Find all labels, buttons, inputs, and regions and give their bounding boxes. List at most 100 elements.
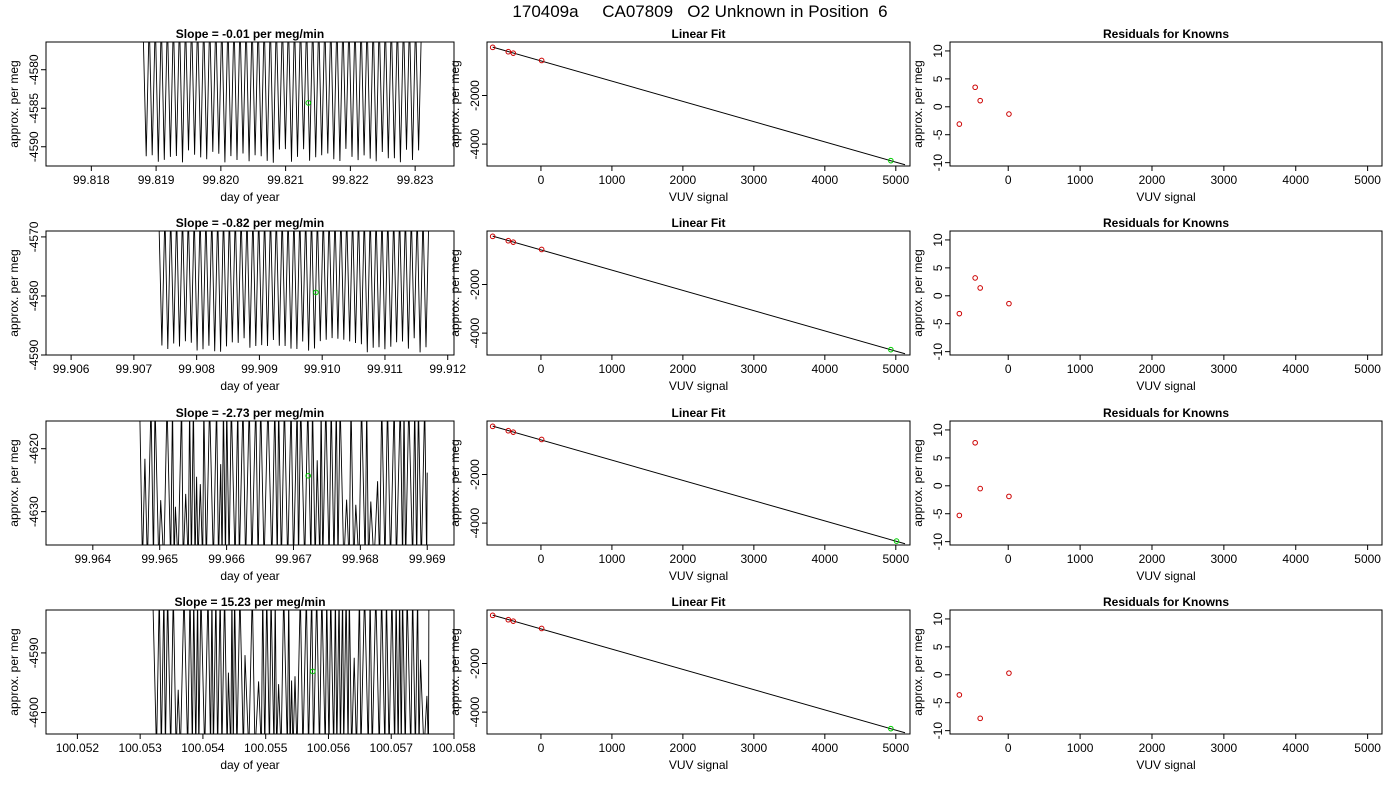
x-tick-label: 100.054	[181, 741, 225, 755]
y-tick-label: -5	[931, 129, 945, 140]
unknown-marker	[309, 668, 316, 675]
residual-point	[977, 285, 983, 291]
x-tick-label: 3000	[741, 552, 768, 566]
x-axis-label: VUV signal	[1136, 758, 1195, 772]
plot-area	[139, 421, 428, 545]
x-tick-label: 99.912	[429, 362, 466, 376]
known-point	[510, 239, 517, 245]
x-tick-label: 99.819	[138, 173, 175, 187]
x-axis-label: day of year	[220, 569, 279, 583]
known-point	[505, 237, 512, 244]
x-axis-label: VUV signal	[669, 190, 728, 204]
unknown-point	[888, 157, 894, 164]
chart-panel: Residuals for Knowns 0 1000 2000 3000 4000 500…	[911, 595, 1383, 772]
y-axis-label: approx. per meg	[448, 628, 462, 715]
fit-line	[492, 235, 906, 355]
chart-panel: Slope = 15.23 per meg/min 100.052 100.053 1…	[7, 595, 476, 772]
x-tick-label: 1000	[1067, 173, 1094, 187]
plot-frame	[949, 41, 1383, 167]
x-tick-label: 4000	[811, 552, 838, 566]
y-tick-label: -2000	[468, 459, 482, 490]
x-tick-label: 0	[538, 173, 545, 187]
x-tick-label: 1000	[599, 362, 626, 376]
x-tick-label: 1000	[1067, 741, 1094, 755]
x-axis-label: day of year	[220, 379, 279, 393]
x-axis-label: VUV signal	[669, 569, 728, 583]
x-tick-label: 2000	[670, 552, 697, 566]
x-tick-label: 99.911	[367, 362, 403, 376]
x-tick-label: 99.823	[397, 173, 434, 187]
unknown-marker	[305, 472, 311, 479]
residual-point	[972, 439, 978, 446]
residual-point	[972, 275, 978, 281]
x-tick-label: 99.908	[178, 362, 215, 376]
y-axis-label: approx. per meg	[911, 628, 925, 715]
x-tick-label: 99.968	[342, 552, 379, 566]
known-point	[538, 436, 545, 443]
y-axis-label: approx. per meg	[911, 439, 925, 526]
panel-title: Slope = -0.82 per meg/min	[176, 216, 324, 230]
x-tick-label: 3000	[1211, 552, 1238, 566]
panel-title: Residuals for Knowns	[1103, 216, 1229, 230]
x-tick-label: 1000	[1067, 362, 1094, 376]
chart-panel: Residuals for Knowns 0 1000 2000 3000 4000 500…	[911, 216, 1383, 393]
residual-point	[1006, 111, 1012, 117]
y-tick-label: -10	[931, 722, 945, 740]
y-axis-label: approx. per meg	[7, 439, 21, 526]
y-axis-label: approx. per meg	[911, 60, 925, 147]
x-axis-label: day of year	[220, 758, 279, 772]
x-tick-label: 4000	[1282, 362, 1309, 376]
x-tick-label: 2000	[1139, 362, 1166, 376]
x-tick-label: 0	[538, 552, 545, 566]
x-tick-label: 3000	[741, 362, 768, 376]
residual-point	[956, 121, 963, 127]
plot-area	[956, 275, 1012, 317]
x-axis-label: VUV signal	[1136, 569, 1195, 583]
y-tick-label: -4580	[27, 54, 41, 85]
y-tick-label: -2000	[468, 80, 482, 111]
y-axis-label: approx. per meg	[448, 249, 462, 336]
y-tick-label: -4600	[27, 697, 41, 728]
x-tick-label: 100.057	[370, 741, 414, 755]
plot-area	[152, 610, 430, 734]
y-tick-label: -4590	[27, 637, 41, 668]
y-tick-label: -2000	[468, 648, 482, 679]
panel-title: Slope = 15.23 per meg/min	[174, 595, 325, 609]
known-point	[489, 44, 496, 51]
y-tick-label: 5	[931, 75, 945, 82]
residual-point	[956, 692, 963, 698]
plot-area	[142, 42, 422, 163]
y-axis-label: approx. per meg	[911, 249, 925, 336]
panel-title: Residuals for Knowns	[1103, 27, 1229, 41]
chart-panel: Residuals for Knowns 0 1000 2000 3000 4000 500…	[911, 406, 1383, 583]
panel-title: Slope = -2.73 per meg/min	[176, 406, 324, 420]
residual-point	[956, 512, 963, 519]
x-tick-label: 99.907	[116, 362, 153, 376]
y-tick-label: -5	[931, 697, 945, 708]
x-tick-label: 2000	[670, 362, 697, 376]
data-trace	[158, 231, 429, 353]
data-trace	[142, 42, 422, 163]
x-tick-label: 99.964	[74, 552, 111, 566]
x-tick-label: 99.910	[304, 362, 341, 376]
known-point	[505, 616, 512, 623]
y-tick-label: 10	[931, 233, 945, 247]
residual-point	[977, 485, 983, 492]
y-tick-label: -4630	[27, 496, 41, 527]
x-axis-label: VUV signal	[1136, 379, 1195, 393]
unknown-point	[893, 538, 900, 544]
plot-frame	[486, 230, 911, 356]
y-axis-label: approx. per meg	[7, 628, 21, 715]
known-point	[489, 423, 496, 430]
fit-line	[492, 46, 906, 166]
figure-title: 170409a CA07809 O2 Unknown in Position 6	[512, 2, 888, 21]
panel-title: Linear Fit	[671, 406, 725, 420]
data-trace	[152, 610, 430, 734]
residual-point	[1006, 300, 1012, 307]
panel-title: Linear Fit	[671, 216, 725, 230]
x-tick-label: 99.966	[208, 552, 245, 566]
y-tick-label: -10	[931, 533, 945, 551]
y-tick-label: 0	[931, 482, 945, 489]
plot-frame	[949, 230, 1383, 356]
y-tick-label: -4000	[468, 128, 482, 159]
